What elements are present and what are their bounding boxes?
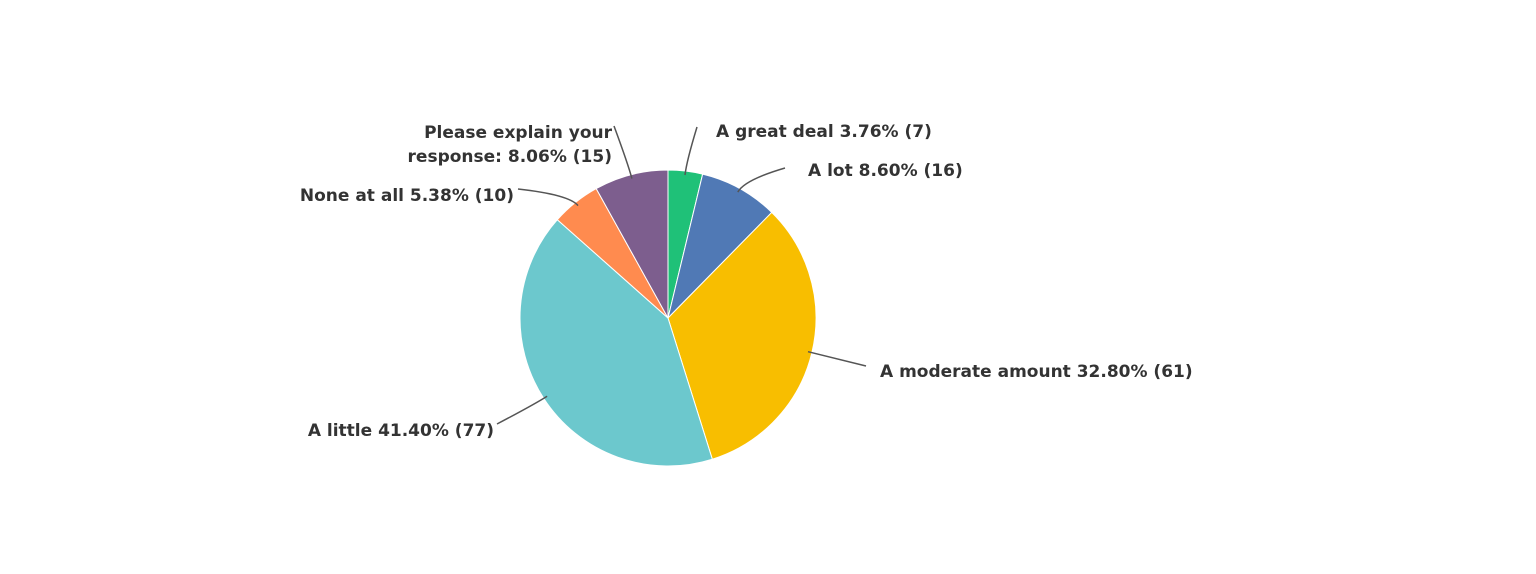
- slice-label-4: None at all 5.38% (10): [300, 186, 514, 206]
- slice-label-1: A lot 8.60% (16): [808, 161, 963, 181]
- leader-line-2: [807, 350, 867, 367]
- leader-line-4: [517, 188, 579, 207]
- slice-label-2: A moderate amount 32.80% (61): [880, 362, 1193, 382]
- leader-line-5: [613, 125, 633, 179]
- leader-line-1: [737, 167, 786, 193]
- slice-label-5: Please explain your response: 8.06% (15): [408, 123, 613, 167]
- leader-lines: [496, 125, 867, 425]
- leader-line-0: [684, 126, 698, 176]
- slice-labels: A great deal 3.76% (7) A lot 8.60% (16) A …: [300, 122, 1193, 441]
- slice-label-3: A little 41.40% (77): [308, 421, 494, 441]
- leader-line-3: [496, 395, 548, 425]
- pie-slices: [519, 169, 817, 467]
- slice-label-0: A great deal 3.76% (7): [716, 122, 932, 142]
- slice-label-line-2: response: 8.06% (15): [408, 147, 612, 167]
- slice-label-line-1: Please explain your: [424, 123, 613, 143]
